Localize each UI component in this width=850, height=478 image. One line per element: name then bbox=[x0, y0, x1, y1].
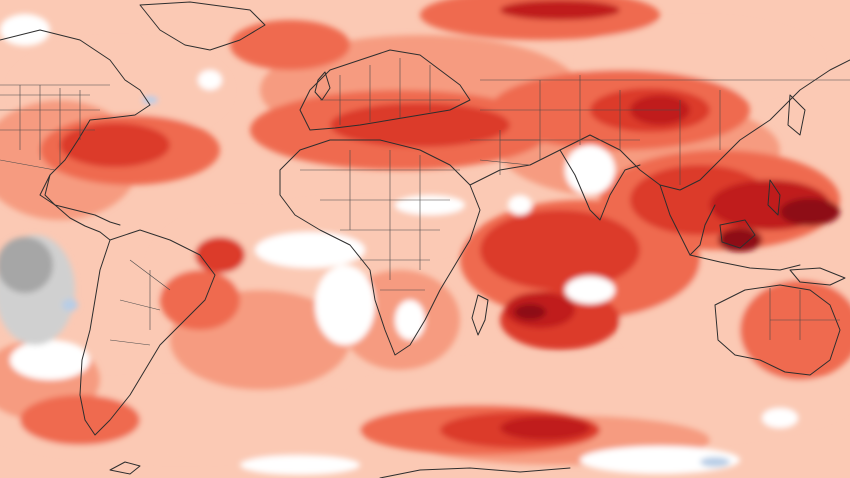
border-us-mexico bbox=[0, 159, 56, 171]
coastline-asia bbox=[469, 59, 850, 191]
coastline-borneo bbox=[719, 219, 756, 249]
coastline-europe bbox=[299, 49, 471, 131]
border-africa bbox=[300, 150, 460, 291]
border-asia bbox=[480, 75, 850, 185]
coastline-britain bbox=[314, 71, 331, 101]
cold-zones bbox=[0, 96, 730, 467]
border-middle-east bbox=[470, 130, 540, 175]
coastline-indonesia bbox=[689, 254, 801, 271]
coastline-north-america bbox=[0, 29, 151, 226]
coastline-australia bbox=[714, 284, 841, 376]
darkest-zones bbox=[514, 198, 840, 320]
coastline-central-america bbox=[39, 174, 111, 241]
coastline-greenland bbox=[139, 1, 266, 51]
white-zones bbox=[0, 14, 798, 475]
border-australia bbox=[769, 288, 840, 340]
coastline-india bbox=[559, 149, 641, 221]
border-south-america bbox=[109, 259, 171, 346]
political-borders bbox=[0, 58, 850, 346]
coastline-africa bbox=[279, 139, 481, 356]
border-us-states bbox=[0, 85, 100, 165]
coastline-south-america bbox=[79, 229, 216, 436]
coastline-philippines bbox=[767, 179, 781, 216]
coastline-madagascar bbox=[471, 294, 489, 336]
coastline-new-guinea bbox=[789, 267, 846, 286]
coastline-south-tip-islands bbox=[109, 461, 141, 475]
border-europe bbox=[320, 58, 460, 125]
coastline-antarctica bbox=[379, 467, 571, 478]
coastline-japan bbox=[787, 94, 806, 136]
